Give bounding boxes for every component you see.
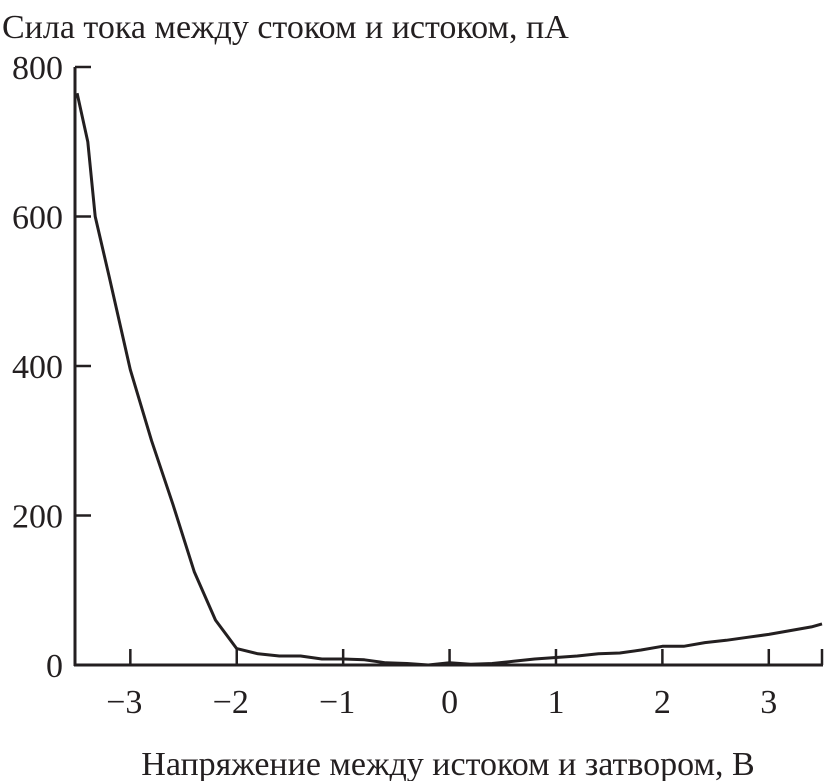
x-tick-label: −1 <box>319 684 355 721</box>
y-tick-label: 400 <box>12 349 63 386</box>
x-tick-label: 2 <box>654 684 671 721</box>
y-tick-label: 600 <box>12 200 63 237</box>
y-tick-label: 0 <box>46 648 63 685</box>
y-tick-label: 200 <box>12 499 63 536</box>
x-tick-label: 3 <box>760 684 777 721</box>
x-tick-label: 0 <box>441 684 458 721</box>
series-line <box>75 92 823 667</box>
x-tick-label: 1 <box>547 684 564 721</box>
y-tick-label: 800 <box>12 50 63 87</box>
y-axis-label: Сила тока между стоком и истоком, пА <box>2 9 569 46</box>
x-tick-label: −3 <box>106 684 142 721</box>
x-tick-label: −2 <box>213 684 249 721</box>
x-axis-label: Напряжение между истоком и затвором, В <box>141 746 754 781</box>
